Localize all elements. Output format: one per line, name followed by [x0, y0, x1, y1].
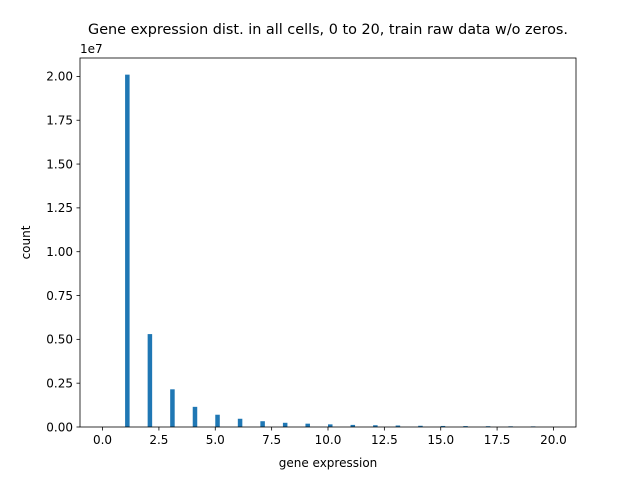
histogram-bar	[260, 421, 265, 427]
y-tick-label: 0.75	[46, 289, 73, 303]
y-tick-label: 0.25	[46, 376, 73, 390]
histogram-bar	[170, 389, 175, 427]
y-tick-label: 1.75	[46, 114, 73, 128]
histogram-bar	[215, 414, 220, 427]
x-tick-label: 12.5	[371, 433, 398, 447]
histogram-bar	[328, 424, 333, 427]
histogram-bar	[350, 424, 356, 427]
histogram-bar	[440, 425, 446, 427]
x-tick-label: 15.0	[427, 433, 454, 447]
histogram-bar	[237, 418, 243, 427]
y-tick-label: 1.00	[46, 245, 73, 259]
y-tick-label: 1.50	[46, 157, 73, 171]
bars	[125, 74, 536, 428]
histogram-bar	[418, 425, 423, 427]
x-tick-label: 20.0	[540, 433, 567, 447]
histogram-bar	[125, 74, 130, 428]
y-tick-label: 1.25	[46, 201, 73, 215]
x-tick-label: 17.5	[484, 433, 511, 447]
chart-title: Gene expression dist. in all cells, 0 to…	[88, 22, 568, 38]
histogram-bar	[463, 426, 468, 427]
y-tick-label: 0.50	[46, 333, 73, 347]
histogram-bar	[395, 425, 401, 427]
x-axis-ticks: 0.0 2.5 5.0 7.5 10.0 12.5 15.0 17.5 20.0	[93, 427, 567, 447]
y-axis-multiplier: 1e7	[80, 42, 103, 56]
histogram-bar	[282, 422, 288, 427]
plot-area-frame	[79, 57, 577, 428]
histogram-bar	[192, 406, 198, 427]
y-tick-label: 0.00	[46, 420, 73, 434]
x-tick-label: 0.0	[93, 433, 112, 447]
histogram-bar	[373, 425, 378, 427]
histogram-bar	[147, 334, 153, 427]
y-axis-label: count	[19, 225, 33, 259]
x-tick-label: 5.0	[206, 433, 225, 447]
x-tick-label: 10.0	[315, 433, 342, 447]
x-tick-label: 2.5	[149, 433, 168, 447]
histogram-bar	[305, 423, 310, 427]
y-axis-ticks: 0.00 0.25 0.50 0.75 1.00 1.25 1.50 1.75 2.00	[46, 70, 80, 434]
x-tick-label: 7.5	[262, 433, 281, 447]
x-axis-label: gene expression	[279, 456, 378, 470]
y-tick-label: 2.00	[46, 70, 73, 84]
